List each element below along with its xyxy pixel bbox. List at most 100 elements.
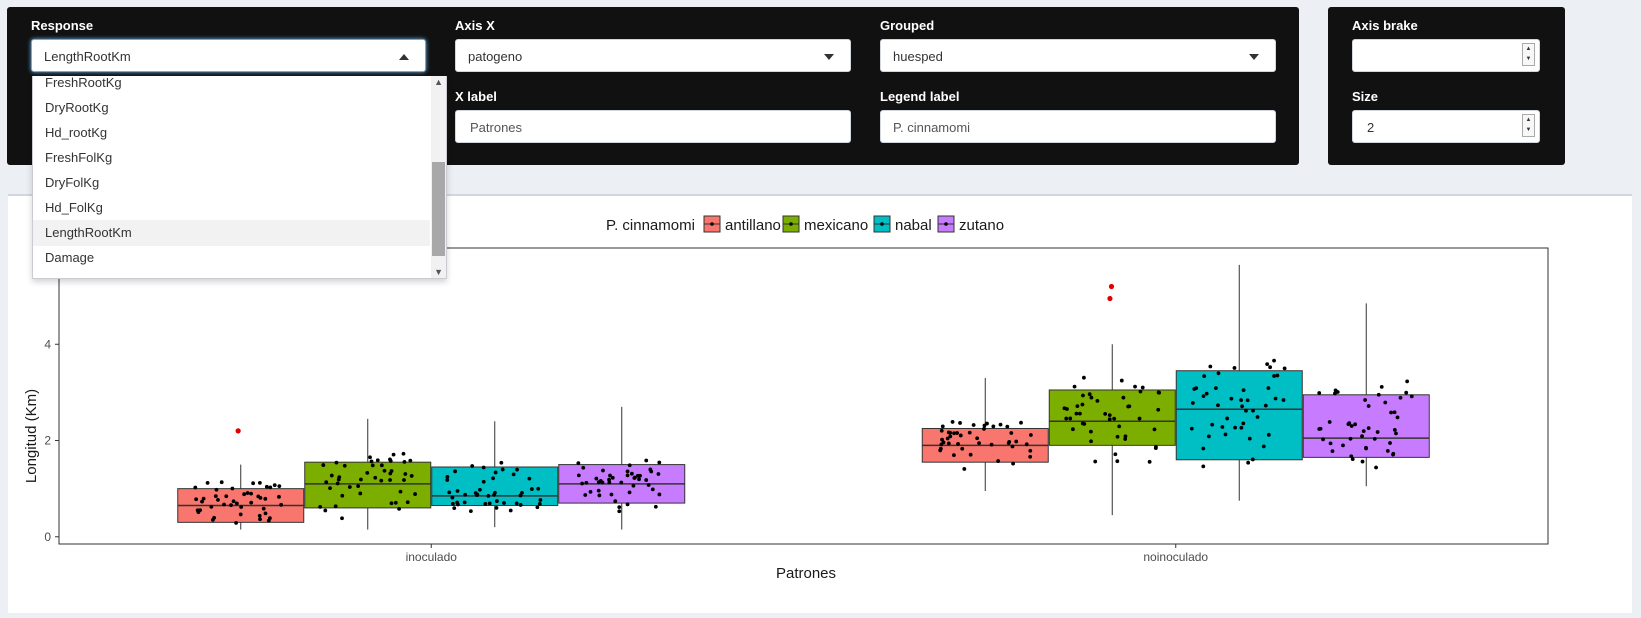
data-point xyxy=(229,503,233,507)
data-point xyxy=(1071,427,1075,431)
x-label-label: X label xyxy=(455,89,497,104)
data-point xyxy=(991,425,995,429)
data-point xyxy=(463,500,467,504)
axis-brake-input[interactable]: ▲ ▼ xyxy=(1352,39,1540,72)
data-point xyxy=(406,500,410,504)
data-point xyxy=(1373,437,1377,441)
data-point xyxy=(222,503,226,507)
data-point xyxy=(202,497,206,501)
data-point xyxy=(958,421,962,425)
data-point xyxy=(1011,445,1015,449)
data-point xyxy=(1005,425,1009,429)
data-point xyxy=(638,474,642,478)
data-point xyxy=(239,505,243,509)
data-point xyxy=(1115,459,1119,463)
data-point xyxy=(535,505,539,509)
data-point xyxy=(1028,449,1032,453)
data-point xyxy=(1082,376,1086,380)
data-point xyxy=(1389,411,1393,415)
scrollbar-thumb[interactable] xyxy=(432,162,445,256)
response-select[interactable]: LengthRootKm xyxy=(31,39,426,72)
data-point xyxy=(1096,399,1100,403)
scroll-down-icon[interactable]: ▼ xyxy=(434,267,443,277)
data-point xyxy=(946,437,950,441)
data-point xyxy=(1148,460,1152,464)
grouped-select[interactable]: huesped xyxy=(880,39,1276,72)
axis-x-select[interactable]: patogeno xyxy=(455,39,851,72)
data-point xyxy=(483,502,487,506)
data-point xyxy=(581,466,585,470)
data-point xyxy=(613,499,617,503)
data-point xyxy=(482,466,486,470)
data-point xyxy=(279,503,283,507)
data-point xyxy=(452,506,456,510)
data-point xyxy=(1153,427,1157,431)
data-point xyxy=(495,506,499,510)
data-point xyxy=(597,494,601,498)
data-point xyxy=(486,494,490,498)
x-label-input[interactable]: Patrones xyxy=(455,110,851,143)
data-point xyxy=(583,493,587,497)
legend-label-input[interactable]: P. cinnamomi xyxy=(880,110,1276,143)
data-point xyxy=(1268,365,1272,369)
data-point xyxy=(380,463,384,467)
data-point xyxy=(617,509,621,513)
data-point xyxy=(1361,460,1365,464)
dropdown-option[interactable]: Hd_rootKg xyxy=(33,120,430,146)
data-point xyxy=(318,505,322,509)
dropdown-option[interactable]: Hd_FolKg xyxy=(33,195,430,221)
data-point xyxy=(193,486,197,490)
data-point xyxy=(413,492,417,496)
data-point xyxy=(1202,374,1206,378)
data-point xyxy=(1328,420,1332,424)
data-point xyxy=(1317,391,1321,395)
data-point xyxy=(482,480,486,484)
data-point xyxy=(956,442,960,446)
data-point xyxy=(324,480,328,484)
data-point xyxy=(1360,434,1364,438)
dropdown-option[interactable]: FreshRootKg xyxy=(33,76,430,96)
data-point xyxy=(1272,359,1276,363)
data-point xyxy=(499,461,503,465)
data-point xyxy=(408,459,412,463)
data-point xyxy=(1386,449,1390,453)
data-point xyxy=(512,472,516,476)
data-point xyxy=(538,502,542,506)
data-point xyxy=(1267,433,1271,437)
data-point xyxy=(249,501,253,505)
data-point xyxy=(1007,441,1011,445)
data-point xyxy=(1009,431,1013,435)
number-spinner[interactable]: ▲ ▼ xyxy=(1522,43,1535,66)
size-input[interactable]: 2 ▲ ▼ xyxy=(1352,110,1540,143)
data-point xyxy=(1383,401,1387,405)
dropdown-option[interactable]: DryRootKg xyxy=(33,95,430,121)
data-point xyxy=(1156,408,1160,412)
data-point xyxy=(996,459,1000,463)
data-point xyxy=(475,493,479,497)
response-dropdown-menu[interactable]: FreshRootKg DryRootKg Hd_rootKg FreshFolKg D… xyxy=(32,76,447,279)
dropdown-option[interactable]: Damage xyxy=(33,245,430,271)
legend-key-point xyxy=(789,222,793,226)
data-point xyxy=(1088,392,1092,396)
legend-label: mexicano xyxy=(804,217,868,234)
data-point xyxy=(214,494,218,498)
data-point xyxy=(1207,435,1211,439)
data-point xyxy=(469,509,473,513)
data-point xyxy=(403,460,407,464)
dropdown-option[interactable]: DryFolKg xyxy=(33,170,430,196)
data-point xyxy=(359,478,363,482)
dropdown-option[interactable]: FreshFolKg xyxy=(33,145,430,171)
scrollbar[interactable]: ▲ ▼ xyxy=(431,76,446,278)
data-point xyxy=(1239,426,1243,430)
data-point xyxy=(220,480,224,484)
dropdown-option[interactable]: LengthRootKm xyxy=(33,220,430,246)
data-point xyxy=(1363,398,1367,402)
data-point xyxy=(628,490,632,494)
data-point xyxy=(1362,429,1366,433)
data-point xyxy=(1264,404,1268,408)
number-spinner[interactable]: ▲ ▼ xyxy=(1522,114,1535,137)
data-point xyxy=(1014,440,1018,444)
grouped-label: Grouped xyxy=(880,18,934,33)
scroll-up-icon[interactable]: ▲ xyxy=(434,77,443,87)
data-point xyxy=(273,483,277,487)
